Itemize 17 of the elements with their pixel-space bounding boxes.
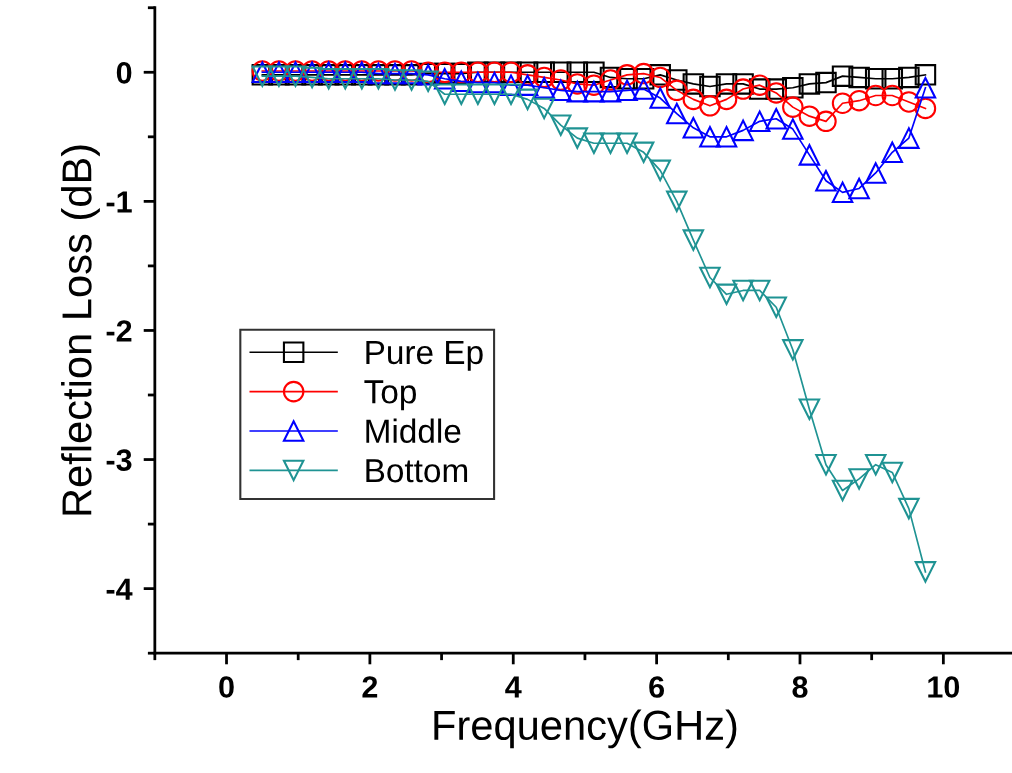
legend-label: Middle [366, 418, 461, 444]
x-tick-label: 2 [362, 676, 378, 698]
x-axis-title: Frequency(GHz) [434, 709, 737, 749]
legend-label: Pure Ep [366, 340, 483, 371]
y-tick-label: -4 [106, 578, 133, 600]
x-tick-label: 0 [219, 676, 234, 698]
x-tick-label: 10 [928, 676, 960, 698]
y-tick-label: -2 [106, 320, 132, 342]
y-axis-title: Reflection Loss (dB) [61, 145, 100, 515]
x-tick-label: 4 [505, 676, 522, 698]
legend-label: Top [364, 380, 416, 411]
x-tick-label: 8 [792, 676, 808, 698]
y-tick-label: 0 [116, 62, 132, 84]
y-tick-label: -3 [106, 449, 132, 471]
x-tick-label: 6 [649, 676, 665, 698]
y-tick-label: -1 [106, 191, 132, 213]
legend-label: Bottom [366, 459, 468, 483]
